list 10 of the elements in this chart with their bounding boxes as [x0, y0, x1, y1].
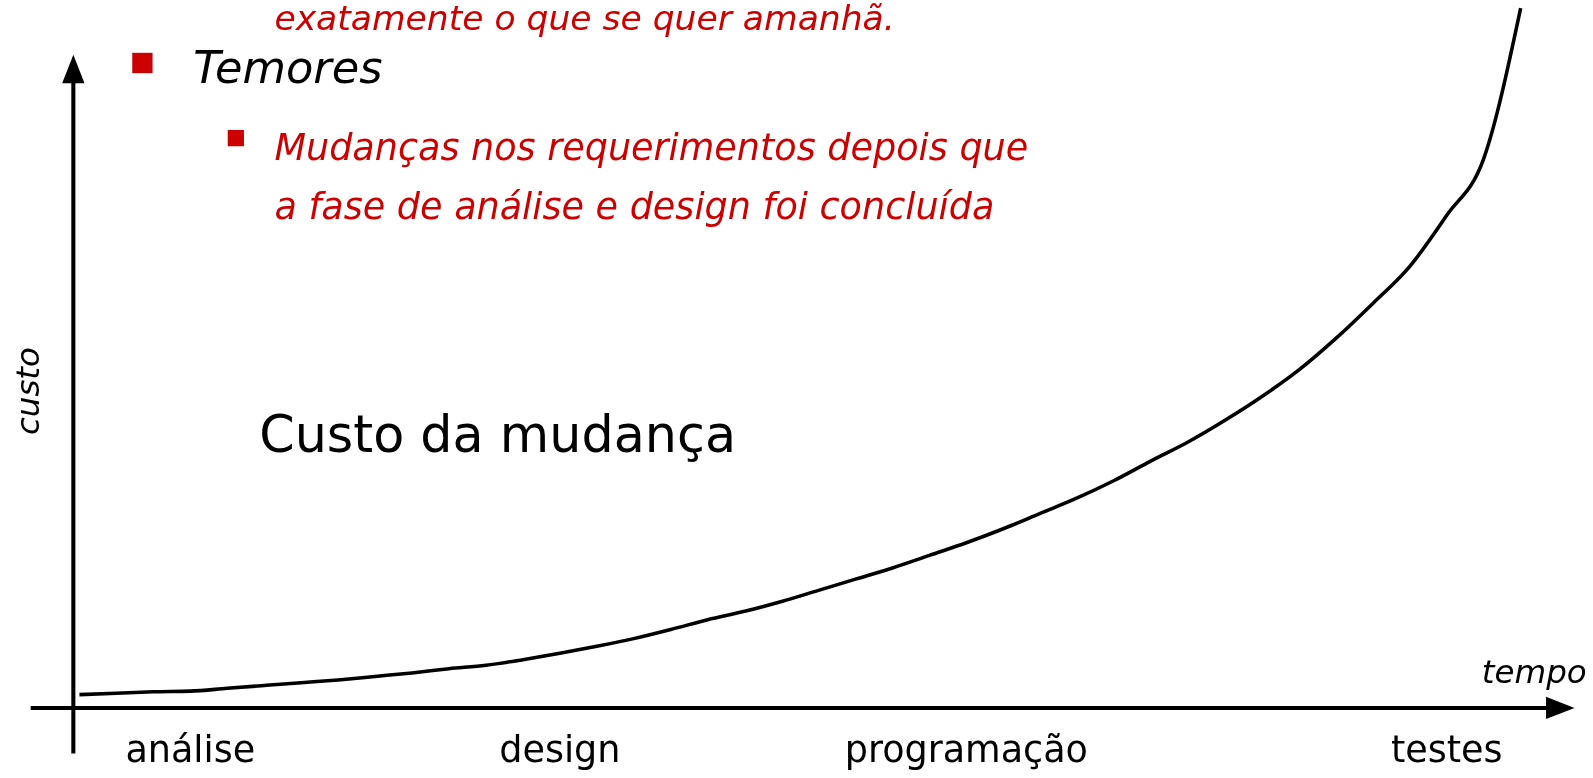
y-axis-title: custo — [8, 347, 47, 436]
annotation: Custo da mudança — [259, 404, 737, 464]
annotation: Mudanças nos requerimentos depois que a fase de análise e design foi concluída — [274, 126, 1029, 229]
annotation: exatamente o que se quer amanhã. — [274, 0, 895, 39]
x-tick-label: programação — [844, 727, 1088, 771]
x-axis-title: tempo — [1481, 652, 1587, 691]
x-tick-label: design — [499, 727, 621, 771]
x-tick-label: análise — [125, 727, 256, 771]
x-tick-label: testes — [1390, 727, 1503, 771]
annotation: Temores — [193, 42, 383, 95]
